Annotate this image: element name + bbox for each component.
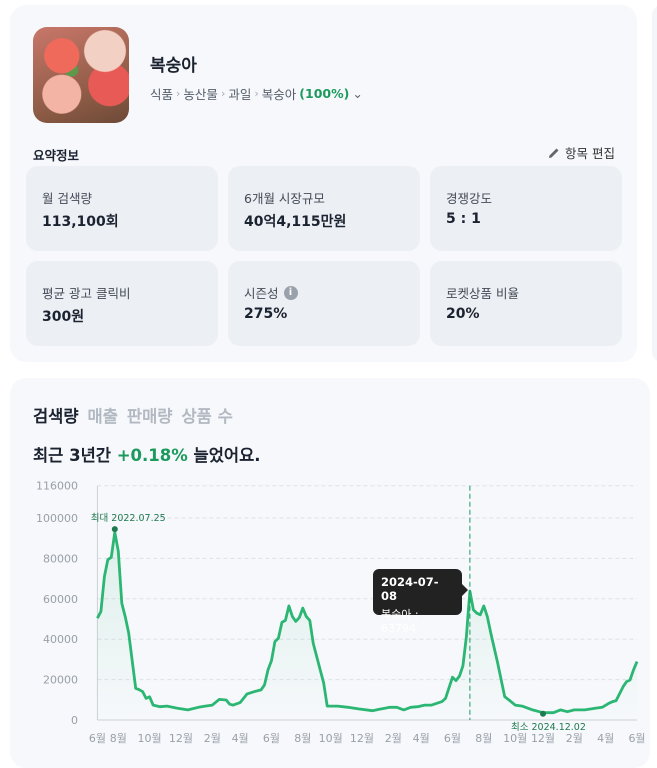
tile-seasonality: 시즌성 i 275% — [228, 261, 420, 346]
y-tick-label: 40000 — [43, 633, 78, 646]
tooltip-date: 2024-07-08 — [381, 575, 439, 603]
breadcrumb-item[interactable]: 식품 — [150, 87, 174, 102]
metric-tabs: 검색량 매출 판매량 상품 수 — [33, 403, 233, 427]
y-tick-label: 100000 — [36, 512, 78, 525]
series-line — [96, 530, 639, 715]
x-tick-label: 8월 — [294, 732, 311, 745]
x-tick-label: 2월 — [385, 732, 402, 745]
tile-label: 6개월 시장규모 — [244, 191, 325, 206]
x-tick-label: 12월 — [350, 732, 374, 745]
y-tick-label: 60000 — [43, 593, 78, 606]
tab-search-volume[interactable]: 검색량 — [33, 407, 79, 426]
x-tick-label: 6월 — [263, 732, 280, 745]
series-area — [97, 532, 637, 720]
min-marker — [540, 710, 547, 717]
x-tick-label: 2월 — [566, 732, 583, 745]
tab-units-sold[interactable]: 판매량 — [126, 407, 173, 426]
y-tick-label: 116000 — [36, 480, 78, 493]
x-tick-label: 4월 — [413, 732, 430, 745]
tile-label: 시즌성 i — [244, 283, 298, 302]
pencil-icon — [549, 148, 559, 158]
x-tick-label: 8월 — [475, 732, 492, 745]
edit-items-button[interactable]: 항목 편집 — [547, 143, 615, 162]
x-tick-label: 10월 — [503, 732, 527, 745]
x-tick-label: 6월 — [444, 732, 461, 745]
breadcrumb-item[interactable]: 농산물 — [183, 87, 218, 102]
tooltip-value: 복숭아 : 63794 — [381, 608, 419, 635]
product-image — [33, 27, 129, 123]
info-icon[interactable]: i — [283, 285, 298, 300]
x-tick-label: 4월 — [597, 732, 614, 745]
min-label: 최소 2024.12.02 — [511, 722, 586, 733]
tile-competition: 경쟁강도 5 : 1 — [430, 166, 622, 251]
tile-ad-cpc: 평균 광고 클릭비 300원 — [26, 261, 218, 346]
x-tick-label: 8월 — [110, 732, 127, 745]
tile-label: 로켓상품 비율 — [446, 286, 519, 301]
tab-product-count[interactable]: 상품 수 — [181, 407, 233, 426]
tile-value: 275% — [244, 306, 288, 322]
trend-headline: 최근 3년간 +0.18% 늘었어요. — [33, 442, 261, 466]
tile-market-size: 6개월 시장규모 40억4,115만원 — [228, 166, 420, 251]
edit-items-label: 항목 편집 — [565, 146, 615, 161]
x-tick-label: 4월 — [232, 732, 249, 745]
summary-title: 요약정보 — [33, 148, 80, 163]
breadcrumb-item[interactable]: 과일 — [228, 87, 252, 102]
adjacent-card-edge — [652, 5, 657, 362]
chevron-down-icon[interactable]: ⌄ — [352, 86, 363, 101]
tile-label-text: 시즌성 — [244, 286, 279, 301]
max-label: 최대 2022.07.25 — [91, 513, 166, 524]
breadcrumb[interactable]: 식품 › 농산물 › 과일 › 복숭아 (100%) ⌄ — [150, 84, 363, 103]
max-marker — [111, 526, 118, 533]
y-tick-label: 0 — [71, 714, 78, 727]
x-tick-label: 10월 — [138, 732, 162, 745]
headline-text: 최근 3년간 — [33, 446, 117, 465]
x-tick-label: 12월 — [531, 732, 555, 745]
headline-change: +0.18% — [116, 446, 188, 465]
x-tick-label: 12월 — [169, 732, 193, 745]
tile-label: 월 검색량 — [42, 191, 92, 206]
tab-sales[interactable]: 매출 — [87, 407, 118, 426]
tile-label: 경쟁강도 — [446, 191, 493, 206]
chevron-right-icon: › — [220, 87, 226, 100]
tile-value: 40억4,115만원 — [244, 214, 347, 230]
chevron-right-icon: › — [254, 87, 259, 100]
y-tick-label: 80000 — [43, 552, 78, 565]
tile-monthly-search: 월 검색량 113,100회 — [26, 166, 218, 251]
y-tick-label: 20000 — [43, 674, 78, 687]
tile-value: 300원 — [42, 309, 85, 325]
chart-tooltip: 2024-07-08 복숭아 : 63794 — [373, 569, 468, 635]
x-tick-label: 6월 — [628, 732, 645, 745]
match-percent: (100%) — [299, 86, 350, 101]
headline-text: 늘었어요. — [187, 446, 261, 465]
breadcrumb-item[interactable]: 복숭아 — [261, 87, 297, 102]
x-tick-label: 6월 — [89, 732, 106, 745]
product-title: 복숭아 — [150, 56, 197, 76]
chevron-right-icon: › — [176, 87, 181, 100]
tile-value: 113,100회 — [42, 214, 119, 230]
tile-rocket-ratio: 로켓상품 비율 20% — [430, 261, 622, 346]
tile-value: 5 : 1 — [446, 211, 481, 227]
summary-card: 복숭아 식품 › 농산물 › 과일 › 복숭아 (100%) ⌄ 요약정보 항목 편집… — [10, 5, 637, 362]
tile-label: 평균 광고 클릭비 — [42, 286, 131, 301]
x-tick-label: 10월 — [319, 732, 343, 745]
tile-value: 20% — [446, 306, 480, 322]
x-tick-label: 2월 — [204, 732, 221, 745]
